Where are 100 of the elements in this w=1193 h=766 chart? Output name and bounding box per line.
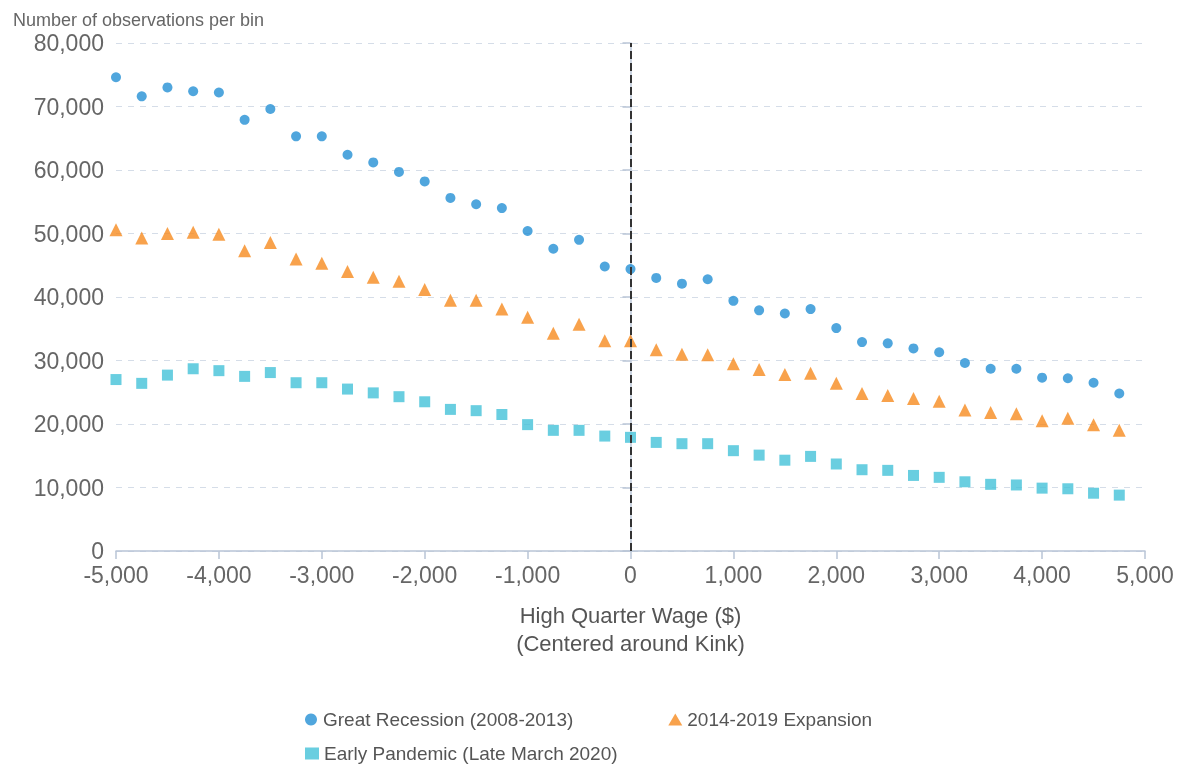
point (289, 252, 303, 266)
point (933, 471, 945, 483)
point (702, 438, 714, 450)
point (675, 347, 689, 361)
point (469, 293, 483, 307)
point (316, 131, 327, 142)
point (496, 203, 507, 214)
point (778, 367, 792, 381)
point (110, 374, 122, 386)
point (599, 430, 611, 442)
point (805, 450, 817, 462)
y-tick-label: 0 (91, 538, 104, 564)
y-tick-label: 20,000 (33, 411, 104, 437)
point (547, 424, 559, 436)
point (188, 86, 199, 97)
point (367, 387, 379, 399)
y-tick-label: 30,000 (33, 347, 104, 374)
point (1088, 377, 1099, 388)
point (856, 464, 868, 476)
point (444, 403, 456, 415)
point (291, 131, 302, 142)
point (496, 408, 508, 420)
y-tick-label: 60,000 (33, 157, 104, 183)
x-tick-label: 3,000 (910, 561, 968, 588)
point (366, 270, 380, 284)
point (162, 82, 173, 93)
x-tick-label: -2,000 (392, 561, 458, 588)
point (495, 302, 509, 316)
x-tick-label: -5,000 (83, 561, 149, 588)
point (881, 388, 895, 402)
point (753, 449, 765, 461)
point (727, 445, 739, 457)
point (1036, 482, 1048, 494)
x-tick-label: -4,000 (186, 561, 252, 588)
point (701, 348, 715, 362)
point (676, 438, 688, 450)
y-axis-title: Number of observations per bin (13, 10, 265, 30)
point (1061, 411, 1075, 425)
point (830, 458, 842, 470)
x-tick-label: 2,000 (807, 561, 866, 588)
point (186, 225, 200, 239)
point (932, 394, 946, 408)
point (1114, 388, 1125, 399)
point (187, 363, 199, 375)
point (161, 369, 173, 381)
point (831, 323, 842, 334)
point (599, 261, 610, 272)
point (1009, 407, 1023, 421)
point (239, 114, 250, 125)
point (212, 227, 226, 241)
point (1087, 418, 1101, 432)
point (906, 392, 920, 406)
point (934, 347, 945, 358)
point (418, 282, 432, 296)
point (263, 235, 277, 249)
point (959, 476, 971, 488)
point (1113, 489, 1125, 501)
x-tick-label: 4,000 (1013, 561, 1071, 588)
point (1062, 483, 1074, 495)
point (1035, 414, 1049, 428)
point (829, 376, 843, 390)
x-tick-label: -1,000 (494, 561, 561, 588)
point (522, 419, 534, 431)
point (779, 454, 791, 466)
point (368, 157, 379, 168)
point (1062, 373, 1073, 384)
point (649, 343, 663, 357)
legend-label: Great Recession (2008-2013) (323, 709, 574, 730)
point (419, 396, 431, 408)
point (136, 377, 148, 389)
point (265, 104, 276, 115)
point (908, 343, 919, 354)
point (779, 308, 790, 319)
point (521, 310, 535, 324)
point (728, 295, 739, 306)
point (702, 274, 713, 285)
point (574, 234, 585, 245)
x-tick-label: 1,000 (704, 561, 763, 588)
point (315, 256, 329, 270)
point (419, 176, 430, 187)
x-tick-label: 5,000 (1116, 561, 1174, 588)
point (160, 227, 174, 240)
y-tick-label: 50,000 (33, 220, 104, 247)
point (1010, 479, 1022, 491)
point (1088, 487, 1100, 499)
point (805, 304, 816, 315)
point (726, 357, 740, 371)
point (548, 243, 559, 254)
point (264, 367, 276, 379)
point (443, 293, 457, 307)
point (136, 91, 147, 102)
point (445, 192, 456, 203)
point (239, 370, 251, 382)
point (857, 337, 868, 348)
point (882, 338, 893, 349)
y-tick-label: 80,000 (33, 30, 104, 56)
point (470, 405, 482, 417)
legend-label: Early Pandemic (Late March 2020) (324, 743, 618, 764)
point (316, 377, 328, 389)
y-tick-label: 10,000 (33, 474, 104, 501)
